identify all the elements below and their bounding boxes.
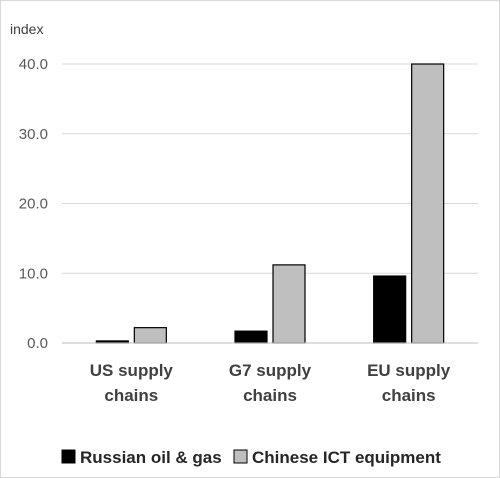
legend-swatch-0 xyxy=(61,449,76,464)
y-tick-label: 0.0 xyxy=(27,335,48,352)
bar-chinese-ict-0 xyxy=(133,327,167,344)
bar-chinese-ict-1 xyxy=(272,264,306,344)
legend-swatch-1 xyxy=(233,449,248,464)
category-label: EU supply xyxy=(367,361,451,380)
legend-label-1: Chinese ICT equipment xyxy=(252,448,441,467)
bar-chinese-ict-2 xyxy=(411,63,445,344)
bars xyxy=(95,63,445,344)
category-label: G7 supply xyxy=(229,361,312,380)
gridlines xyxy=(62,63,478,274)
category-label: chains xyxy=(104,386,158,405)
y-tick-label: 40.0 xyxy=(19,56,48,73)
y-tick-label: 10.0 xyxy=(19,265,48,282)
y-axis-unit-label: index xyxy=(10,21,43,37)
category-labels: US supply chains G7 supply chains EU supply c… xyxy=(90,361,451,405)
category-label: chains xyxy=(243,386,297,405)
y-tick-label: 30.0 xyxy=(19,126,48,143)
category-label: chains xyxy=(382,386,436,405)
legend: Russian oil & gas Chinese ICT equipment xyxy=(61,448,441,467)
y-tick-labels: 0.0 10.0 20.0 30.0 40.0 xyxy=(19,56,48,352)
bar-russian-oil-gas-1 xyxy=(234,330,268,344)
bar-russian-oil-gas-2 xyxy=(373,275,407,344)
y-tick-label: 20.0 xyxy=(19,196,48,213)
category-label: US supply xyxy=(90,361,174,380)
legend-label-0: Russian oil & gas xyxy=(80,448,222,467)
